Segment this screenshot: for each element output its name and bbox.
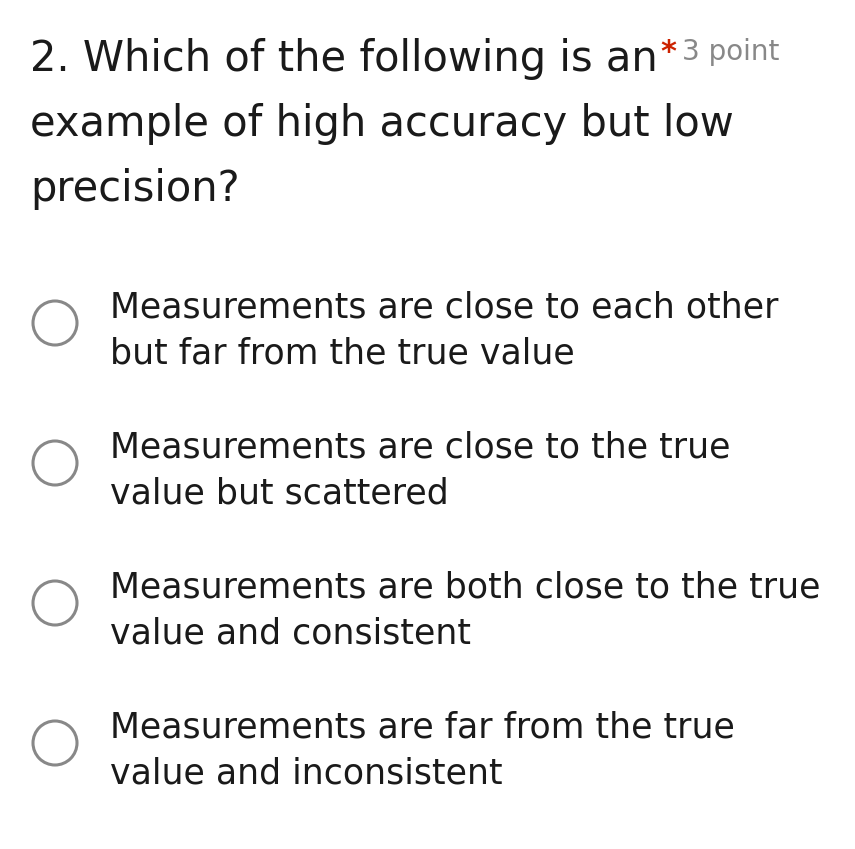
Circle shape [33, 721, 77, 765]
Text: example of high accuracy but low: example of high accuracy but low [30, 103, 734, 145]
Text: precision?: precision? [30, 168, 239, 210]
Text: Measurements are both close to the true: Measurements are both close to the true [110, 570, 821, 604]
Text: *: * [660, 38, 676, 67]
Circle shape [33, 301, 77, 345]
Text: 2. Which of the following is an: 2. Which of the following is an [30, 38, 657, 80]
Text: but far from the true value: but far from the true value [110, 336, 575, 370]
Circle shape [33, 441, 77, 485]
Text: Measurements are close to each other: Measurements are close to each other [110, 290, 779, 324]
Text: Measurements are far from the true: Measurements are far from the true [110, 710, 735, 744]
Text: value and inconsistent: value and inconsistent [110, 756, 503, 790]
Circle shape [33, 581, 77, 625]
Text: Measurements are close to the true: Measurements are close to the true [110, 430, 730, 464]
Text: value but scattered: value but scattered [110, 476, 449, 510]
Text: 3 point: 3 point [682, 38, 780, 66]
Text: value and consistent: value and consistent [110, 616, 471, 650]
